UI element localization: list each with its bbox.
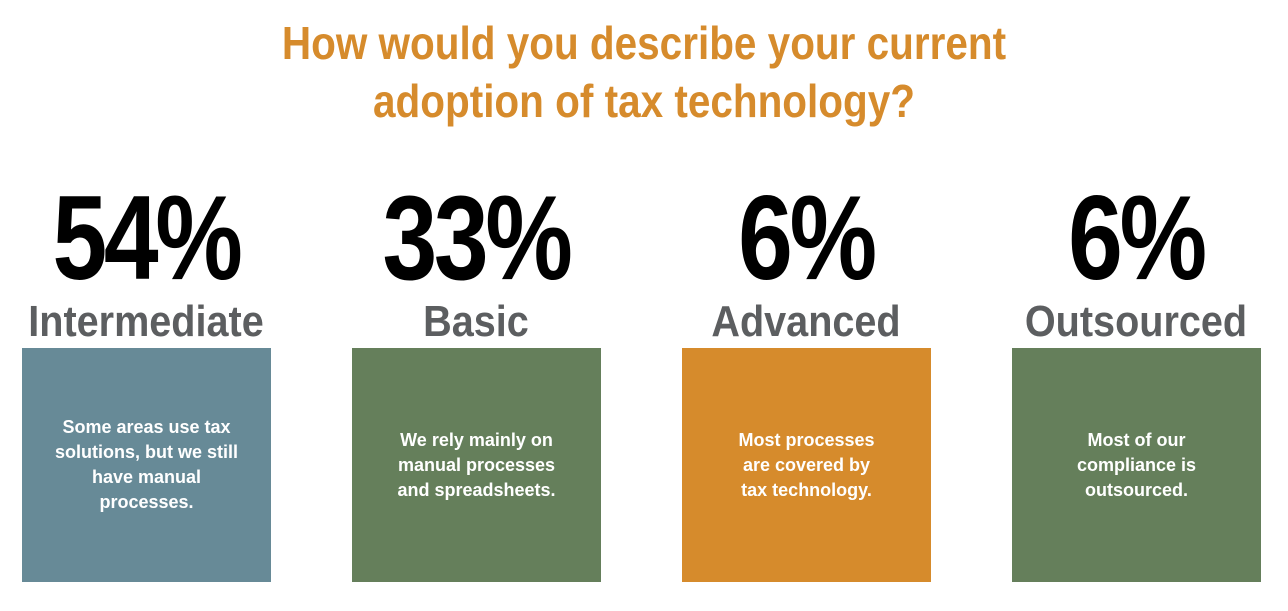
description-text: Some areas use tax solutions, but we sti… (54, 417, 238, 512)
description-box-outsourced: Most of our compliance is outsourced. (1012, 348, 1261, 582)
title-line-1: How would you describe your current (281, 17, 1007, 69)
category-label: Advanced (711, 297, 901, 346)
description-text: Most of our compliance is outsourced. (1076, 429, 1197, 500)
percent-value: 54% (52, 171, 242, 305)
percent-value: 6% (738, 171, 877, 305)
chart-title: How would you describe your current adop… (77, 14, 1210, 130)
description-text: Most processes are covered by tax techno… (738, 429, 875, 500)
category-label: Intermediate (28, 297, 264, 346)
description-box-basic: We rely mainly on manual processes and s… (352, 348, 601, 582)
category-label: Outsourced (1024, 297, 1248, 346)
title-line-2: adoption of tax technology? (373, 75, 915, 127)
description-box-advanced: Most processes are covered by tax techno… (682, 348, 931, 582)
percent-value: 6% (1068, 171, 1207, 305)
description-box-intermediate: Some areas use tax solutions, but we sti… (22, 348, 271, 582)
percent-value: 33% (382, 171, 572, 305)
description-text: We rely mainly on manual processes and s… (397, 429, 556, 500)
category-label: Basic (423, 297, 529, 346)
